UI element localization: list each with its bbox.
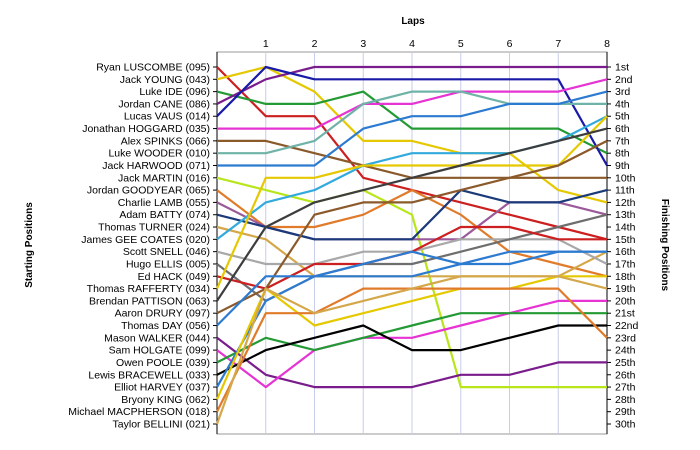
starting-driver-label: Charlie LAMB (055) [118,197,210,209]
lap-tick-label: 6 [507,38,513,50]
starting-driver-label: Brendan PATTISON (063) [89,295,210,307]
starting-driver-label: Hugo ELLIS (005) [126,258,210,270]
starting-driver-label: Lucas VAUS (014) [124,111,210,123]
starting-driver-label: Adam BATTY (074) [119,209,210,221]
driver-line [216,312,607,364]
finishing-position-label: 14th [615,222,636,234]
driver-line [215,275,608,425]
finishing-position-label: 3rd [615,86,630,98]
lap-tick-label: 3 [360,38,366,50]
lap-tick-label: 7 [555,38,561,50]
starting-driver-label: Jack YOUNG (043) [120,74,210,86]
lap-tick-label: 1 [263,38,269,50]
starting-driver-label: Taylor BELLINI (021) [113,419,210,431]
lap-tick-label: 5 [458,38,464,50]
starting-driver-label: Michael MACPHERSON (018) [68,406,210,418]
finishing-position-label: 21st [615,308,635,320]
starting-driver-label: Lewis BRACEWELL (033) [88,369,210,381]
starting-driver-label: Jonathan HOGGARD (035) [82,123,210,135]
finishing-position-label: 9th [615,160,630,172]
driver-line [216,324,607,376]
starting-driver-label: Luke IDE (096) [139,86,210,98]
finishing-position-label: 11th [615,185,635,197]
starting-driver-label: Thomas TURNER (024) [98,222,210,234]
finishing-position-label: 30th [615,419,636,431]
finishing-position-label: 2nd [615,74,633,86]
finishing-position-label: 19th [615,283,636,295]
lap-tick-label: 4 [409,38,415,50]
right-axis-title: Finishing Positions [659,199,670,292]
driver-line [216,90,608,155]
lap-tick-label: 2 [312,38,318,50]
starting-driver-label: Thomas RAFFERTY (034) [87,283,210,295]
x-axis-title: Laps [401,16,425,27]
starting-driver-label: Mason WALKER (044) [104,332,210,344]
driver-line [216,299,607,389]
finishing-position-label: 13th [615,209,636,221]
finishing-position-label: 1st [615,62,629,74]
finishing-position-label: 28th [615,394,636,406]
finishing-position-label: 6th [615,123,630,135]
finishing-position-label: 16th [615,246,636,258]
starting-driver-label: Owen POOLE (039) [116,357,210,369]
finishing-position-label: 10th [615,172,636,184]
finishing-position-label: 12th [615,197,636,209]
starting-driver-label: Jack HARWOOD (071) [102,160,210,172]
driver-line [216,250,607,388]
finishing-position-label: 15th [615,234,636,246]
driver-line [216,139,608,315]
starting-driver-label: Ryan LUSCOMBE (095) [96,62,210,74]
starting-driver-label: Luke WOODER (010) [108,148,210,160]
starting-driver-label: Scott SNELL (046) [123,246,210,258]
driver-line [216,65,607,105]
finishing-position-label: 24th [615,345,636,357]
starting-position-labels: Ryan LUSCOMBE (095)Jack YOUNG (043)Luke … [68,62,210,431]
finishing-position-label: 25th [615,357,636,369]
finishing-position-label: 4th [615,98,630,110]
starting-driver-label: Ed HACK (049) [138,271,210,283]
starting-driver-label: Thomas DAY (056) [121,320,210,332]
driver-line [216,250,607,327]
starting-driver-label: Jordan GOODYEAR (065) [87,185,210,197]
starting-driver-label: Elliot HARVEY (037) [114,382,210,394]
finishing-position-label: 7th [615,135,630,147]
finishing-position-label: 5th [615,111,630,123]
driver-line [215,115,608,290]
driver-line [216,65,608,167]
lap-tick-label: 8 [604,38,610,50]
finishing-position-label: 22nd [615,320,639,332]
driver-line [215,275,607,400]
driver-line [216,336,607,389]
finishing-position-label: 29th [615,406,636,418]
driver-line [217,90,608,167]
finishing-position-label: 20th [615,295,636,307]
driver-line [216,176,607,389]
lap-tick-labels: 1 2 3 4 5 6 7 8 [263,38,610,50]
starting-driver-label: Bryony KING (062) [121,394,210,406]
starting-driver-label: Sam HOLGATE (099) [109,345,210,357]
starting-driver-label: Aaron DRURY (097) [115,308,210,320]
driver-lines [215,65,608,425]
driver-line [216,189,608,241]
finishing-position-label: 8th [615,148,630,160]
driver-line [216,189,608,278]
driver-line [217,78,608,130]
starting-driver-label: James GEE COATES (020) [81,234,210,246]
left-axis-title: Starting Positions [24,202,35,288]
driver-line [216,127,608,302]
finishing-position-label: 27th [615,382,636,394]
finishing-position-label: 26th [615,369,636,381]
starting-driver-label: Alex SPINKS (066) [121,135,210,147]
starting-driver-label: Jack MARTIN (016) [118,172,210,184]
finishing-position-label: 18th [615,271,636,283]
finishing-position-labels: 1st2nd3rd4th5th6th7th8th9th10th11th12th1… [615,62,639,431]
finishing-position-label: 17th [615,258,636,270]
finishing-position-label: 23rd [615,332,636,344]
starting-driver-label: Jordan CANE (086) [118,98,210,110]
